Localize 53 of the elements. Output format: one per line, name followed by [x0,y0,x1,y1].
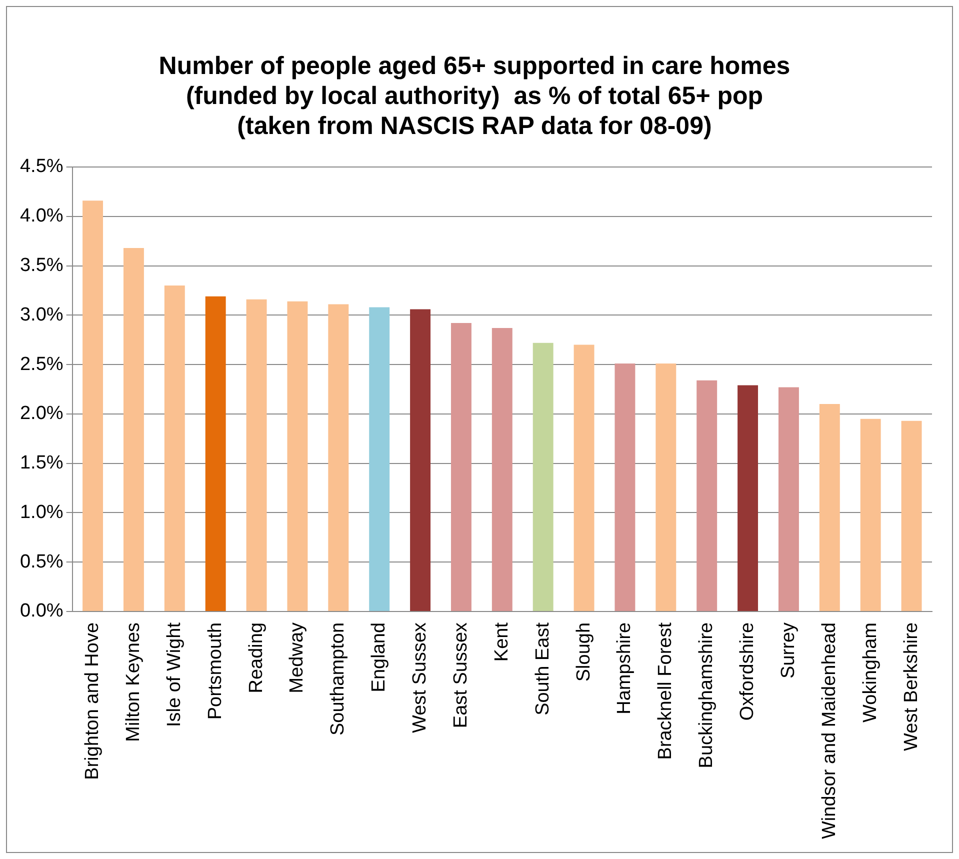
x-tick-label: West Berkshire [900,622,922,751]
x-tick-label: Portsmouth [204,622,226,720]
x-tick-label: Kent [491,622,512,662]
x-tick-label: Windsor and Maidenhead [818,622,840,840]
x-tick-label: Slough [573,622,594,682]
x-tick-label: Surrey [778,622,799,678]
bar [532,342,554,611]
bar [246,299,267,611]
bar [696,380,718,611]
x-tick-label: Southampton [328,622,349,736]
x-tick-label: Wokingham [860,622,881,722]
bar [738,385,758,611]
chart-title: Number of people aged 65+ supported in care homes (funded by local authority) as % of total 65+ pop (taken from NASCIS RAP data for 08-09) [158,52,790,140]
y-tick-label: 4.0% [20,206,64,227]
y-tick-label: 1.0% [20,502,64,523]
bar [778,387,799,611]
bar [287,301,308,611]
x-tick-label: England [368,622,390,692]
x-tick-label: West Sussex [410,622,431,734]
bar [328,304,349,611]
y-tick-label: 2.0% [20,403,64,424]
x-tick-label: South East [532,622,554,716]
bar [205,296,226,611]
y-tick-label: 2.5% [20,354,64,375]
bar [369,307,390,611]
y-tick-label: 1.5% [20,452,64,474]
x-tick-label: Hampshire [614,622,636,714]
y-tick-label: 3.0% [20,304,64,326]
bar [860,418,881,611]
x-tick-label: Oxfordshire [737,622,758,721]
bar [82,200,104,611]
x-tick-label: Buckinghamshire [696,622,718,768]
bar [574,344,594,611]
y-tick-label: 3.5% [20,255,64,276]
x-tick-label: Medway [286,622,308,694]
x-tick-label: Isle of Wight [164,622,185,728]
x-tick-label: Brighton and Hove [82,622,104,780]
y-tick-label: 4.5% [20,156,64,178]
bar [410,309,431,611]
bar [901,420,922,611]
bar [450,323,472,611]
bar [819,404,840,611]
x-tick-label: East Sussex [450,622,472,728]
bar [656,364,676,611]
x-tick-label: Reading [246,622,267,694]
y-tick-label: 0.5% [20,551,64,572]
y-tick-label: 0.0% [20,600,64,622]
x-tick-label: Bracknell Forest [655,622,676,760]
bar [492,328,512,611]
x-tick-label: Milton Keynes [122,622,144,742]
bar [614,364,636,611]
bar [123,248,144,611]
bar [164,286,185,611]
